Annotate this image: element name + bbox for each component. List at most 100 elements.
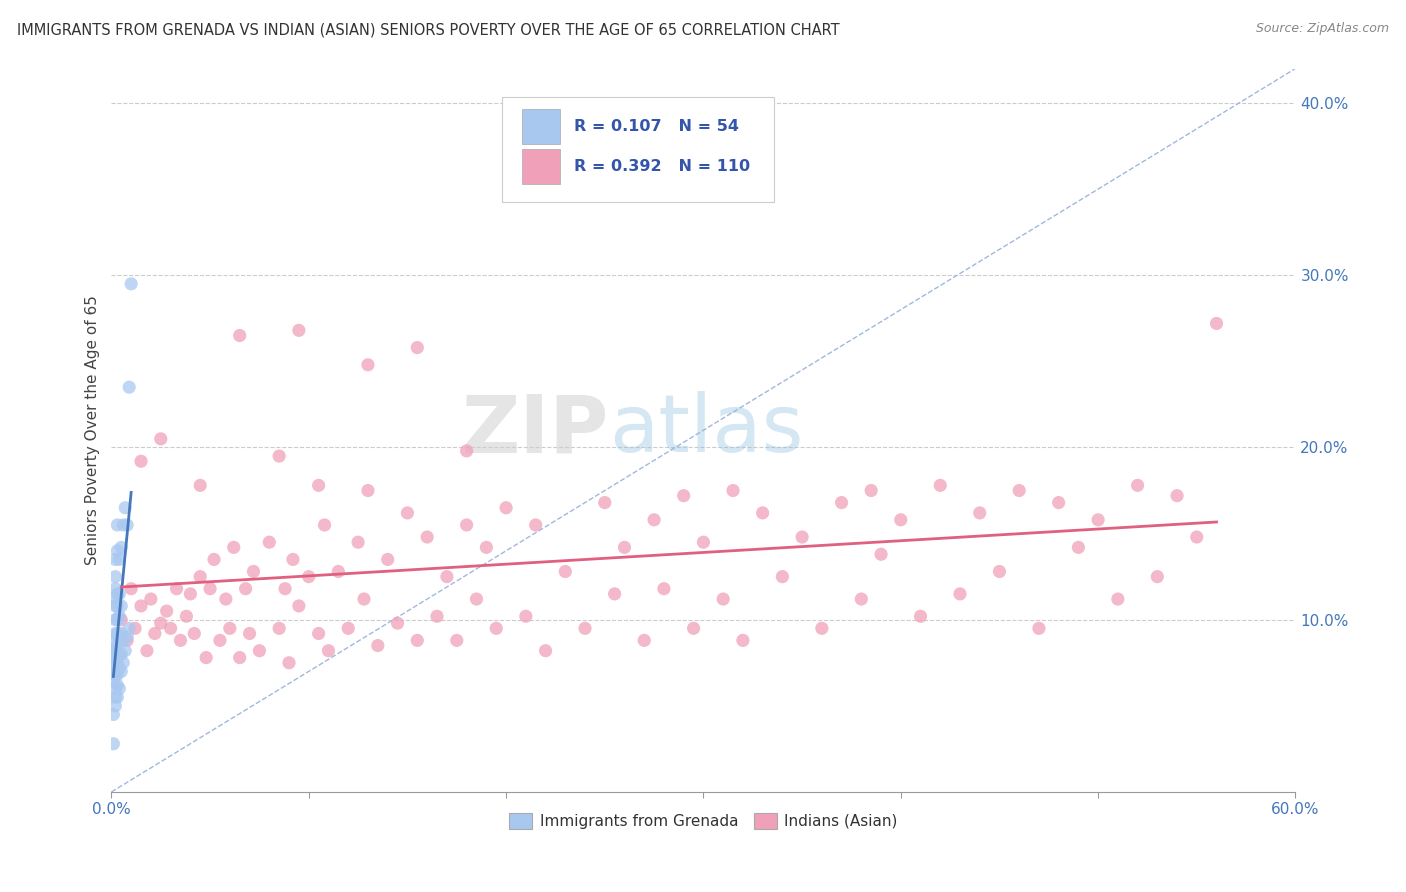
Point: [603, 587, 626, 601]
Point: [118, 380, 141, 394]
Point: [105, 518, 128, 533]
Point: [156, 604, 179, 618]
Point: [179, 587, 201, 601]
Point: [110, 665, 132, 679]
Point: [149, 616, 172, 631]
Point: [613, 541, 636, 555]
Point: [1146, 569, 1168, 583]
Point: [811, 621, 834, 635]
Point: [183, 626, 205, 640]
Point: [387, 616, 409, 631]
Point: [633, 633, 655, 648]
Point: [120, 582, 142, 596]
Point: [475, 541, 498, 555]
Point: [104, 644, 127, 658]
Point: [105, 656, 128, 670]
Point: [143, 626, 166, 640]
Point: [104, 668, 127, 682]
Point: [249, 644, 271, 658]
Point: [104, 690, 127, 705]
Point: [1205, 317, 1227, 331]
Point: [105, 613, 128, 627]
Point: [1087, 513, 1109, 527]
Point: [136, 644, 159, 658]
Point: [120, 277, 142, 291]
Point: [554, 565, 576, 579]
Point: [105, 690, 128, 705]
Point: [104, 599, 127, 613]
Point: [456, 518, 478, 533]
Point: [318, 644, 340, 658]
Point: [235, 582, 257, 596]
Point: [104, 582, 127, 596]
Point: [112, 656, 135, 670]
Point: [860, 483, 883, 498]
Point: [1047, 495, 1070, 509]
Text: ZIP: ZIP: [461, 392, 609, 469]
Point: [524, 518, 547, 533]
Point: [278, 656, 301, 670]
Point: [104, 613, 127, 627]
Point: [643, 513, 665, 527]
Point: [228, 328, 250, 343]
Y-axis label: Seniors Poverty Over the Age of 65: Seniors Poverty Over the Age of 65: [86, 295, 100, 566]
Point: [104, 592, 127, 607]
Text: IMMIGRANTS FROM GRENADA VS INDIAN (ASIAN) SENIORS POVERTY OVER THE AGE OF 65 COR: IMMIGRANTS FROM GRENADA VS INDIAN (ASIAN…: [17, 22, 839, 37]
Point: [790, 530, 813, 544]
Point: [353, 592, 375, 607]
Point: [103, 673, 125, 687]
Point: [456, 444, 478, 458]
Point: [1166, 489, 1188, 503]
Text: atlas: atlas: [609, 392, 803, 469]
Point: [104, 698, 127, 713]
Point: [831, 495, 853, 509]
Point: [110, 599, 132, 613]
Point: [929, 478, 952, 492]
Point: [259, 535, 281, 549]
Point: [103, 656, 125, 670]
Point: [105, 599, 128, 613]
Point: [118, 621, 141, 635]
Point: [202, 552, 225, 566]
Point: [104, 661, 127, 675]
Point: [242, 565, 264, 579]
Point: [751, 506, 773, 520]
Point: [288, 599, 311, 613]
Bar: [522, 109, 560, 144]
Point: [110, 647, 132, 661]
Point: [574, 621, 596, 635]
Point: [198, 582, 221, 596]
Point: [396, 506, 419, 520]
Point: [108, 630, 131, 644]
Text: R = 0.107   N = 54: R = 0.107 N = 54: [575, 119, 740, 134]
Point: [1028, 621, 1050, 635]
Bar: [522, 149, 560, 184]
Point: [108, 681, 131, 696]
Point: [110, 541, 132, 555]
Point: [1067, 541, 1090, 555]
Point: [105, 647, 128, 661]
Point: [721, 483, 744, 498]
Point: [314, 518, 336, 533]
Legend: Immigrants from Grenada, Indians (Asian): Immigrants from Grenada, Indians (Asian): [503, 806, 904, 835]
Point: [269, 449, 291, 463]
Point: [308, 478, 330, 492]
Point: [406, 341, 429, 355]
Point: [112, 518, 135, 533]
Point: [115, 630, 138, 644]
Point: [1126, 478, 1149, 492]
Point: [215, 592, 238, 607]
Point: [851, 592, 873, 607]
Point: [103, 737, 125, 751]
Point: [436, 569, 458, 583]
Point: [104, 552, 127, 566]
Point: [104, 626, 127, 640]
Point: [652, 582, 675, 596]
Point: [416, 530, 439, 544]
Point: [124, 621, 146, 635]
Point: [195, 650, 218, 665]
Point: [103, 707, 125, 722]
Point: [328, 565, 350, 579]
Point: [682, 621, 704, 635]
Point: [110, 613, 132, 627]
